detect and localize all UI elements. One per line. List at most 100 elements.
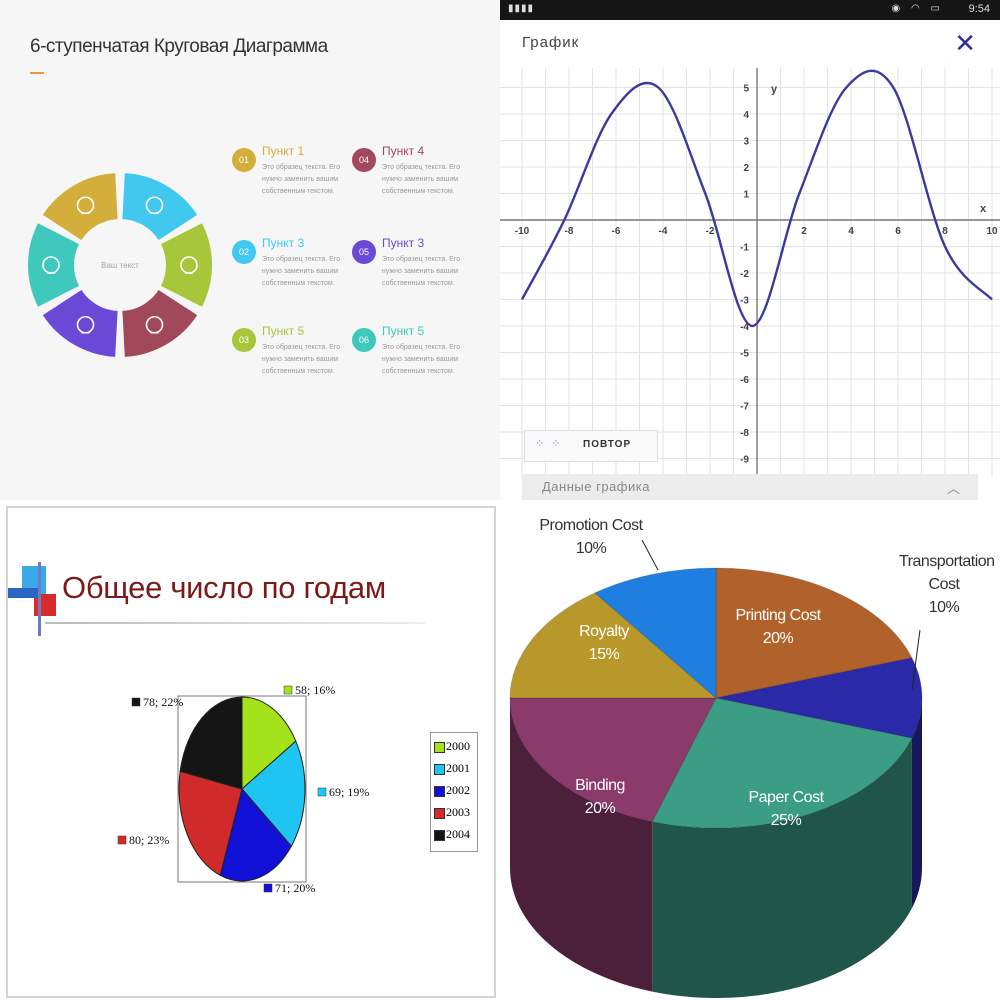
slide-logo-icon (8, 562, 56, 636)
status-bar: ▮▮▮▮ ◉ ◠ ▭ 9:54 (500, 0, 1000, 20)
y-tick-label: 4 (743, 110, 749, 121)
leader-line (641, 539, 659, 571)
item-number-badge: 01 (232, 148, 256, 172)
cost-slice-label: Paper Cost 25% (726, 786, 846, 832)
graph-data-label: Данные графика (542, 479, 650, 494)
cost-slice-value: 20% (584, 800, 616, 817)
legend-item: 2004 (434, 827, 478, 843)
y-tick-label: -8 (740, 428, 749, 439)
six-step-ring: Ваш текст (27, 173, 212, 357)
cost-slice-value: 20% (762, 630, 794, 647)
leader-line (911, 629, 921, 691)
graph-data-bar[interactable]: Данные графика ︿ (522, 474, 978, 500)
item-description: Это образец текста. Его нужно заменить в… (382, 164, 461, 195)
pie-slice-Transportation Cost (715, 657, 923, 739)
pie-legend: 2000 2001 2002 2003 2004 (430, 732, 478, 852)
legend-swatch (434, 742, 445, 753)
shop-icon (76, 315, 95, 334)
item-title: Пункт 5 (382, 324, 425, 338)
item-number-badge: 02 (232, 240, 256, 264)
pie-data-label: 71; 20% (275, 881, 315, 895)
pie-side-Transportation Cost (911, 698, 922, 909)
y-tick-label: 5 (743, 84, 749, 95)
cost-slice-value: 10% (575, 540, 607, 557)
title-accent (30, 72, 44, 74)
slide-frame (6, 506, 496, 998)
y-tick-label: -6 (740, 375, 749, 386)
ring-segment (160, 223, 212, 307)
lightbulb-icon (145, 196, 164, 215)
item-number-badge: 03 (232, 328, 256, 352)
pie-slice-2000 (241, 696, 297, 791)
ring-segment (27, 223, 80, 307)
cost-slice-name: Royalty (579, 623, 629, 640)
x-tick-label: -8 (565, 226, 574, 237)
cost-slice-label: Royalty 15% (544, 620, 664, 666)
status-icons: ◉ ◠ ▭ (891, 3, 944, 14)
pie-side-Paper Cost (652, 738, 912, 998)
item-title: Пункт 3 (262, 236, 305, 250)
pie-side-Binding (510, 698, 653, 992)
cost-slice-label: Printing Cost 20% (718, 604, 838, 650)
close-icon[interactable]: ✕ (954, 28, 976, 58)
x-tick-label: 6 (895, 226, 901, 237)
item-title: Пункт 5 (262, 324, 305, 338)
ring-center-label: Ваш текст (101, 261, 139, 270)
pie-slice-Printing Cost (715, 567, 913, 699)
pie-slice-Paper Cost (651, 697, 913, 829)
ring-segment (42, 173, 118, 240)
chevron-up-icon[interactable]: ︿ (946, 481, 960, 496)
cost-slice-value: 15% (588, 646, 620, 663)
cost-slice-value: 10% (928, 599, 960, 616)
legend-item: 2003 (434, 805, 478, 821)
graph-title: График (522, 34, 580, 51)
repeat-button[interactable]: ⁘ ⁘ ПОВТОР (524, 430, 658, 462)
legend-swatch (434, 808, 445, 819)
y-axis-label: y (771, 84, 778, 96)
cost-slice-value: 25% (770, 812, 802, 829)
x-tick-label: 2 (801, 226, 807, 237)
legend-item: 2001 (434, 761, 478, 777)
legend-label: 2002 (446, 783, 470, 797)
item-description: Это образец текста. Его нужно заменить в… (262, 344, 341, 375)
x-tick-label: -10 (515, 226, 530, 237)
cost-slice-label: Promotion Cost 10% (516, 514, 666, 560)
legend-item: 2002 (434, 783, 478, 799)
legend-swatch (434, 764, 445, 775)
graph-app-panel: ▮▮▮▮ ◉ ◠ ▭ 9:54 График ✕ -10 -8 -6 -4 -2 2 4 6 8… (500, 0, 1000, 500)
data-label-swatch (317, 787, 327, 797)
x-tick-label: -6 (612, 226, 621, 237)
cost-slice-label: Transportation Cost 10% (884, 550, 1000, 619)
x-tick-label: -4 (659, 226, 668, 237)
data-label-swatch (263, 883, 273, 893)
y-tick-label: -7 (740, 402, 749, 413)
item-title: Пункт 4 (382, 144, 425, 158)
function-graph[interactable]: -10 -8 -6 -4 -2 2 4 6 8 10 5 4 3 2 1 -1 -2 -3 -4 -5 -6 -7 -8 -9… (500, 68, 1000, 478)
item-number-badge: 06 (352, 328, 376, 352)
ring-segment (122, 290, 198, 357)
graph-grid (500, 68, 1000, 478)
data-label-swatch (117, 835, 127, 845)
legend-label: 2004 (446, 827, 470, 841)
magnifier-icon (76, 196, 95, 215)
repeat-button-label: ПОВТОР (583, 439, 632, 450)
item-description: Это образец текста. Его нужно заменить в… (262, 164, 341, 195)
title-rule (45, 622, 425, 624)
cost-slice-label: Binding 20% (540, 774, 660, 820)
years-pie-chart: 58; 16% 69; 19% 71; 20% 80; 23% 78; 22% (117, 683, 369, 895)
item-number-badge: 05 (352, 240, 376, 264)
pie-data-label: 69; 19% (329, 785, 369, 799)
pie-data-label: 80; 23% (129, 833, 169, 847)
data-label-swatch (131, 697, 141, 707)
pie-slice-Binding (509, 697, 717, 823)
x-tick-label: 4 (848, 226, 854, 237)
slide-title: Общее число по годам (62, 570, 386, 605)
item-description: Это образец текста. Его нужно заменить в… (262, 256, 341, 287)
cost-slice-name: Transportation Cost (899, 553, 995, 593)
x-tick-label: 8 (942, 226, 948, 237)
signal-icon: ▮▮▮▮ (508, 3, 535, 14)
pie-data-label: 58; 16% (295, 683, 335, 697)
function-curve (520, 69, 993, 328)
legend-item: 2000 (434, 739, 478, 755)
item-description: Это образец текста. Его нужно заменить в… (382, 344, 461, 375)
